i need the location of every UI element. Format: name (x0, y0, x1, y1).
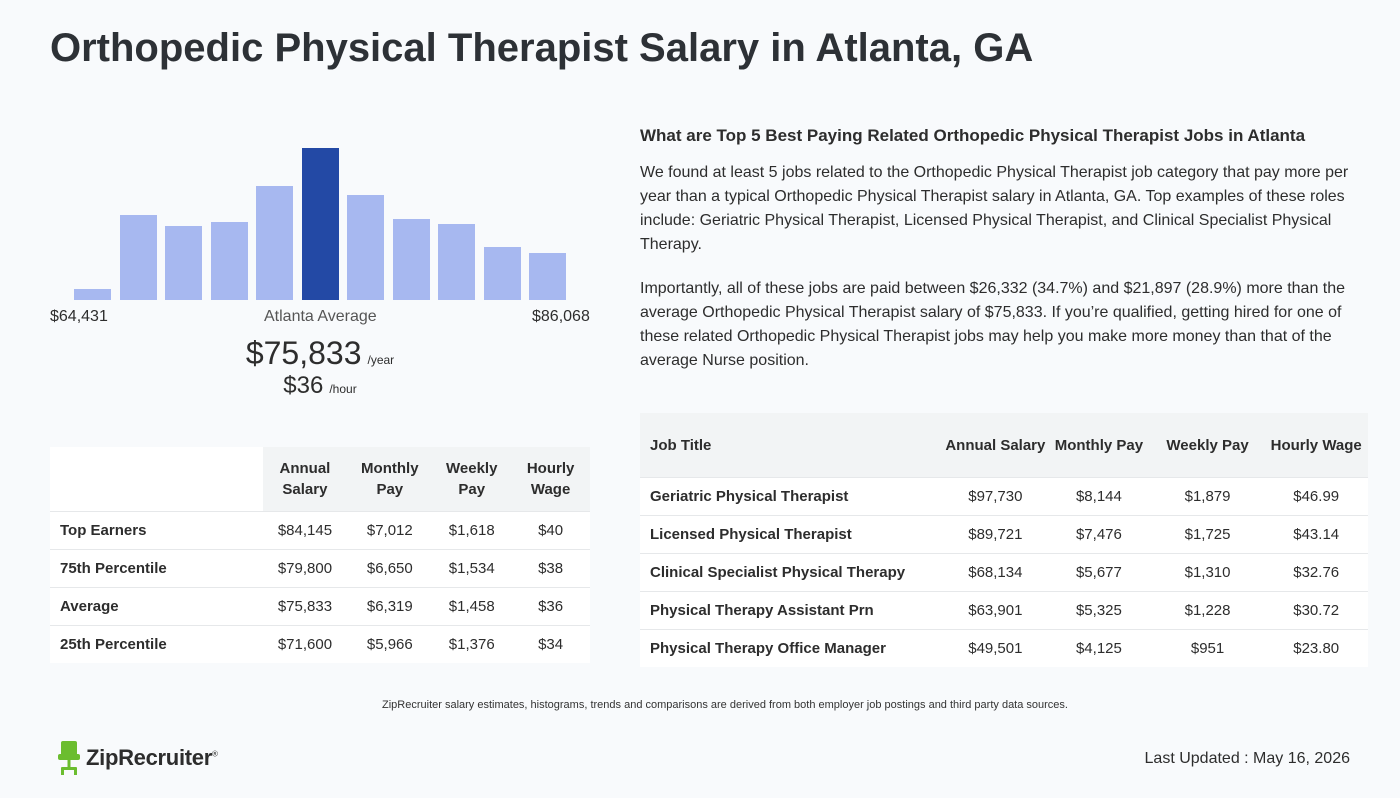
job-title-cell: Physical Therapy Assistant Prn (640, 591, 944, 630)
weekly-cell: $1,376 (432, 625, 512, 663)
weekly-cell: $1,310 (1150, 553, 1265, 592)
table-header-row: Job Title Annual Salary Monthly Pay Week… (640, 413, 1368, 478)
annual-cell: $63,901 (943, 591, 1048, 630)
histogram-bar (484, 247, 521, 300)
annual-salary-unit: /year (367, 353, 395, 367)
row-label: Average (50, 587, 263, 626)
page-title: Orthopedic Physical Therapist Salary in … (50, 26, 1034, 70)
table-header: Monthly Pay (1047, 413, 1151, 478)
histogram-bar (165, 226, 202, 300)
weekly-cell: $1,228 (1150, 591, 1265, 630)
hourly-salary-value: $36 (283, 372, 324, 399)
annual-cell: $75,833 (262, 587, 348, 626)
table-header: Annual Salary (262, 447, 348, 512)
table-row: Geriatric Physical Therapist $97,730 $8,… (640, 477, 1368, 516)
annual-cell: $68,134 (943, 553, 1048, 592)
hourly-cell: $40 (511, 511, 590, 550)
hourly-cell: $34 (511, 625, 590, 663)
monthly-cell: $8,144 (1047, 477, 1151, 516)
hourly-cell: $36 (511, 587, 590, 626)
table-header-row: Annual Salary Monthly Pay Weekly Pay Hou… (50, 447, 590, 512)
histogram-bar (120, 215, 157, 300)
histogram-max-label: $86,068 (532, 308, 590, 325)
table-header: Job Title (640, 413, 944, 478)
table-row: Clinical Specialist Physical Therapy $68… (640, 553, 1368, 592)
histogram-bar (302, 148, 339, 300)
row-label: 25th Percentile (50, 625, 263, 663)
monthly-cell: $6,650 (347, 549, 433, 588)
annual-cell: $89,721 (943, 515, 1048, 554)
hourly-cell: $46.99 (1264, 477, 1368, 516)
table-header: Annual Salary (943, 413, 1048, 478)
annual-cell: $97,730 (943, 477, 1048, 516)
monthly-cell: $7,476 (1047, 515, 1151, 554)
salary-histogram (74, 140, 566, 300)
hourly-cell: $43.14 (1264, 515, 1368, 554)
weekly-cell: $1,458 (432, 587, 512, 626)
percentile-table: Annual Salary Monthly Pay Weekly Pay Hou… (50, 447, 590, 663)
table-header: Weekly Pay (1150, 413, 1265, 478)
row-label: Top Earners (50, 511, 263, 550)
last-updated: Last Updated : May 16, 2026 (1144, 750, 1350, 767)
weekly-cell: $951 (1150, 629, 1265, 667)
histogram-bar (211, 222, 248, 300)
chair-icon (58, 741, 80, 775)
annual-cell: $71,600 (262, 625, 348, 663)
histogram-bar (74, 289, 111, 300)
hourly-cell: $23.80 (1264, 629, 1368, 667)
job-title-cell: Physical Therapy Office Manager (640, 629, 944, 667)
monthly-cell: $5,325 (1047, 591, 1151, 630)
related-jobs-table: Job Title Annual Salary Monthly Pay Week… (640, 413, 1368, 667)
hourly-salary-unit: /hour (329, 382, 357, 396)
histogram-bar (256, 186, 293, 300)
table-header: Hourly Wage (511, 447, 590, 512)
related-jobs-heading: What are Top 5 Best Paying Related Ortho… (640, 126, 1306, 145)
table-row: 75th Percentile $79,800 $6,650 $1,534 $3… (50, 549, 590, 588)
job-title-cell: Geriatric Physical Therapist (640, 477, 944, 516)
weekly-cell: $1,725 (1150, 515, 1265, 554)
annual-salary: $75,833/year (50, 335, 590, 372)
table-header: Hourly Wage (1264, 413, 1368, 478)
ziprecruiter-logo[interactable]: ZipRecruiter® (58, 740, 218, 776)
hourly-cell: $32.76 (1264, 553, 1368, 592)
row-label: 75th Percentile (50, 549, 263, 588)
monthly-cell: $7,012 (347, 511, 433, 550)
hourly-cell: $30.72 (1264, 591, 1368, 630)
histogram-min-label: $64,431 (50, 308, 108, 325)
table-row: Physical Therapy Assistant Prn $63,901 $… (640, 591, 1368, 630)
job-title-cell: Clinical Specialist Physical Therapy (640, 553, 944, 592)
histogram-average-label: Atlanta Average (264, 308, 377, 325)
logo-wordmark: ZipRecruiter® (86, 745, 218, 770)
related-jobs-paragraph-1: We found at least 5 jobs related to the … (640, 164, 1349, 253)
monthly-cell: $5,966 (347, 625, 433, 663)
job-title-cell: Licensed Physical Therapist (640, 515, 944, 554)
annual-cell: $84,145 (262, 511, 348, 550)
table-row: Average $75,833 $6,319 $1,458 $36 (50, 587, 590, 626)
histogram-bar (438, 224, 475, 300)
annual-cell: $79,800 (262, 549, 348, 588)
table-row: Physical Therapy Office Manager $49,501 … (640, 629, 1368, 667)
histogram-bar (529, 253, 566, 300)
table-row: Top Earners $84,145 $7,012 $1,618 $40 (50, 511, 590, 550)
weekly-cell: $1,534 (432, 549, 512, 588)
monthly-cell: $6,319 (347, 587, 433, 626)
data-source-disclaimer: ZipRecruiter salary estimates, histogram… (382, 699, 1068, 711)
monthly-cell: $5,677 (1047, 553, 1151, 592)
table-header-blank (50, 447, 263, 512)
histogram-bar (347, 195, 384, 300)
weekly-cell: $1,618 (432, 511, 512, 550)
weekly-cell: $1,879 (1150, 477, 1265, 516)
table-row: 25th Percentile $71,600 $5,966 $1,376 $3… (50, 625, 590, 663)
table-row: Licensed Physical Therapist $89,721 $7,4… (640, 515, 1368, 554)
hourly-cell: $38 (511, 549, 590, 588)
histogram-bar (393, 219, 430, 300)
annual-salary-value: $75,833 (245, 335, 362, 371)
annual-cell: $49,501 (943, 629, 1048, 667)
table-header: Monthly Pay (347, 447, 433, 512)
table-header: Weekly Pay (432, 447, 512, 512)
hourly-salary: $36/hour (50, 372, 590, 400)
monthly-cell: $4,125 (1047, 629, 1151, 667)
related-jobs-paragraph-2: Importantly, all of these jobs are paid … (640, 280, 1346, 369)
